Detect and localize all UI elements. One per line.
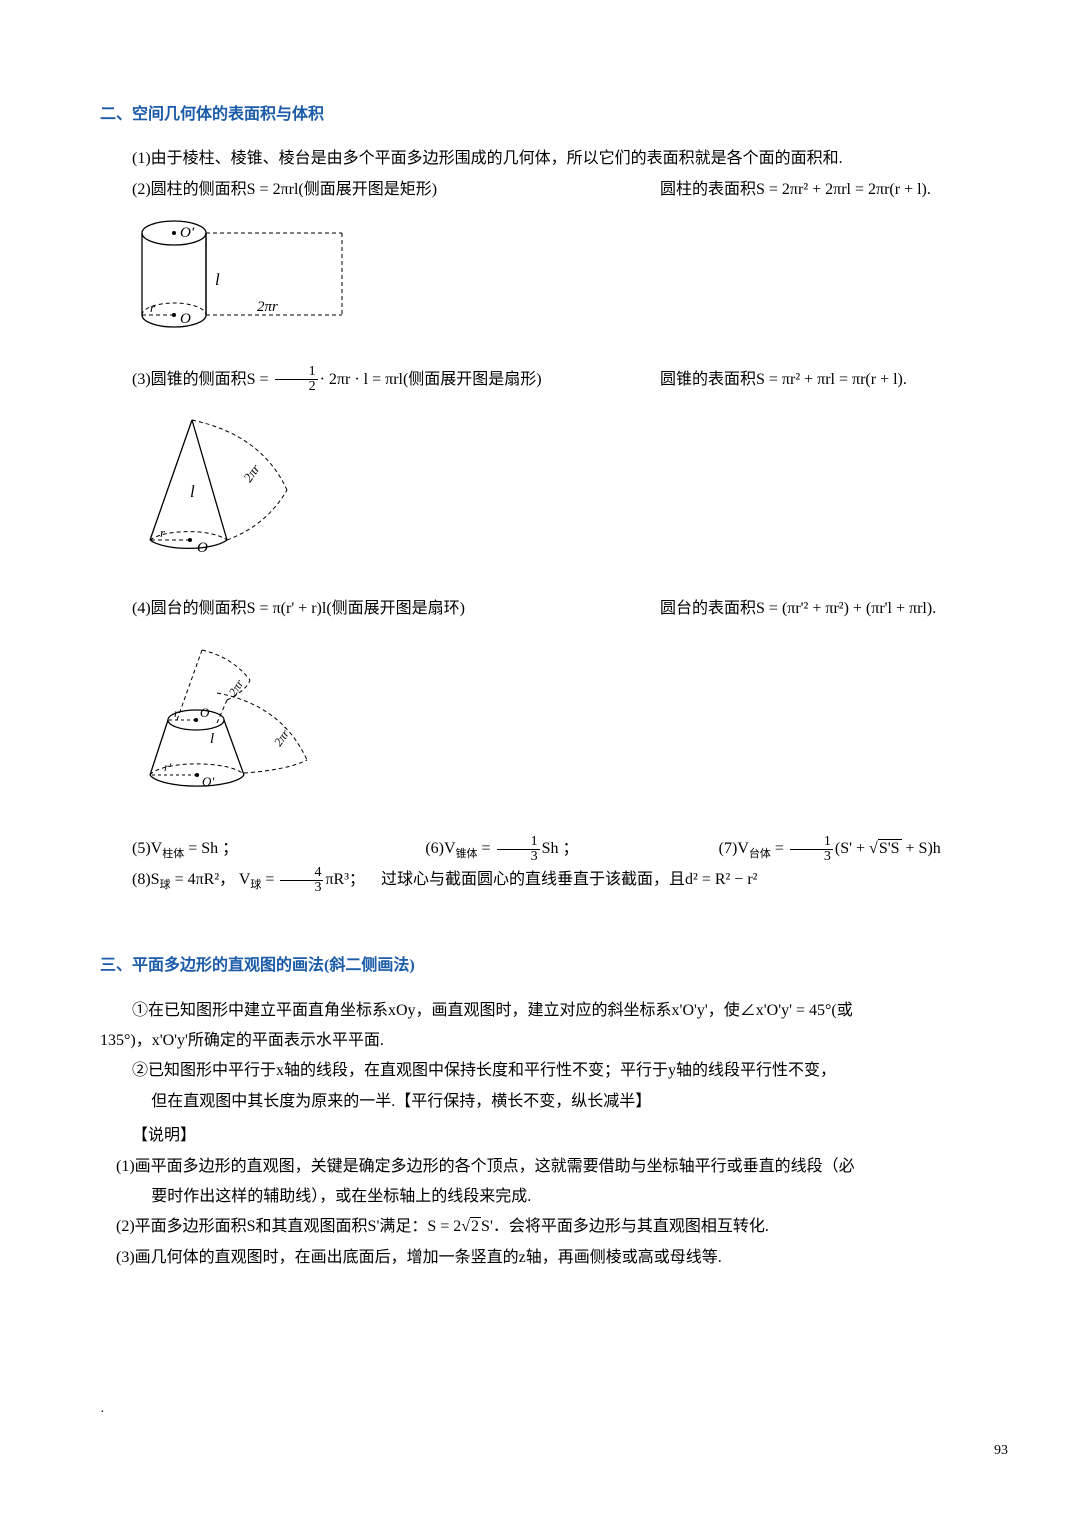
- line4-left: (4)圆台的侧面积S = π(r' + r)l(侧面展开图是扇环): [100, 594, 628, 624]
- cone-diagram: O r l 2πr: [132, 405, 980, 576]
- note2: (2)平面多边形面积S和其直观图面积S'满足：S = 22S'．会将平面多边形与…: [116, 1212, 980, 1242]
- frustum-diagram: O r l O' r' 2πr 2πr': [132, 635, 980, 816]
- d1-O: O: [180, 311, 191, 327]
- section2-p1b: 135°)，x'O'y'所确定的平面表示水平平面.: [100, 1026, 980, 1056]
- line4-right: 圆台的表面积S = (πr'² + πr²) + (πr'l + πrl).: [628, 594, 980, 624]
- d2-O: O: [197, 540, 208, 556]
- page-number: 93: [994, 1438, 1008, 1465]
- d3-Oprime: O': [202, 774, 214, 789]
- d3-O: O: [200, 705, 210, 720]
- line2-left: (2)圆柱的侧面积S = 2πrl(侧面展开图是矩形): [100, 175, 628, 205]
- heading2-text: 平面多边形的直观图的画法(斜二侧画法): [132, 957, 415, 974]
- line3-left: (3)圆锥的侧面积S = 12· 2πr · l = πrl(侧面展开图是扇形): [100, 365, 628, 395]
- d3-2pir-bot: 2πr': [271, 724, 294, 748]
- d3-2pir-top: 2πr: [226, 676, 247, 698]
- section1-line4: (4)圆台的侧面积S = π(r' + r)l(侧面展开图是扇环) 圆台的表面积…: [100, 594, 980, 624]
- vol-frustum: (7)V台体 = 13(S' + S'S + S)h: [687, 834, 980, 865]
- d2-l: l: [190, 482, 195, 501]
- d3-r2: r': [164, 760, 172, 774]
- d2-r: r: [160, 525, 166, 540]
- heading-text: 空间几何体的表面积与体积: [132, 106, 324, 123]
- section1-line5: (5)V柱体 = Sh ； (6)V锥体 = 13Sh ； (7)V台体 = 1…: [100, 834, 980, 865]
- d3-r: r: [174, 706, 179, 720]
- dot-lead: ·: [100, 1400, 105, 1427]
- cylinder-diagram: O' l 2πr O r: [132, 215, 980, 346]
- section1-line3: (3)圆锥的侧面积S = 12· 2πr · l = πrl(侧面展开图是扇形)…: [100, 365, 980, 395]
- note1b: 要时作出这样的辅助线），或在坐标轴上的线段来完成.: [100, 1182, 980, 1212]
- section2-p1a: ①在已知图形中建立平面直角坐标系xOy，画直观图时，建立对应的斜坐标系x'O'y…: [100, 996, 980, 1026]
- d1-2pir: 2πr: [257, 299, 278, 315]
- vol-prism: (5)V柱体 = Sh ；: [100, 834, 393, 865]
- section2-p2a: ②已知图形中平行于x轴的线段，在直观图中保持长度和平行性不变；平行于y轴的线段平…: [100, 1056, 980, 1086]
- d1-l: l: [215, 270, 220, 289]
- section2-heading: 三、平面多边形的直观图的画法(斜二侧画法): [100, 951, 980, 981]
- d1-r: r: [150, 300, 156, 315]
- section2-p2b: 但在直观图中其长度为原来的一半.【平行保持，横长不变，纵长减半】: [100, 1087, 980, 1117]
- note1a: (1)画平面多边形的直观图，关键是确定多边形的各个顶点，这就需要借助与坐标轴平行…: [116, 1152, 980, 1182]
- section1-line2: (2)圆柱的侧面积S = 2πrl(侧面展开图是矩形) 圆柱的表面积S = 2π…: [100, 175, 980, 205]
- d3-l: l: [210, 731, 214, 747]
- section-oblique-drawing: 三、平面多边形的直观图的画法(斜二侧画法) ①在已知图形中建立平面直角坐标系xO…: [100, 951, 980, 1273]
- section1-line1: (1)由于棱柱、棱锥、棱台是由多个平面多边形围成的几何体，所以它们的表面积就是各…: [100, 144, 980, 174]
- line3-right: 圆锥的表面积S = πr² + πrl = πr(r + l).: [628, 365, 980, 395]
- note3: (3)画几何体的直观图时，在画出底面后，增加一条竖直的z轴，再画侧棱或高或母线等…: [116, 1243, 980, 1273]
- vol-cone: (6)V锥体 = 13Sh ；: [393, 834, 686, 865]
- heading-num: 二、: [100, 106, 132, 123]
- section1-line6: (8)S球 = 4πR²， V球 = 43πR³； 过球心与截面圆心的直线垂直于…: [100, 865, 980, 896]
- notes-block: 【说明】 (1)画平面多边形的直观图，关键是确定多边形的各个顶点，这就需要借助与…: [100, 1121, 980, 1273]
- d2-2pir: 2πr: [240, 460, 263, 484]
- heading2-num: 三、: [100, 957, 132, 974]
- line2-right: 圆柱的表面积S = 2πr² + 2πrl = 2πr(r + l).: [628, 175, 980, 205]
- note-label: 【说明】: [100, 1121, 980, 1151]
- section-spatial-solids: 二、空间几何体的表面积与体积 (1)由于棱柱、棱锥、棱台是由多个平面多边形围成的…: [100, 100, 980, 896]
- section1-heading: 二、空间几何体的表面积与体积: [100, 100, 980, 130]
- d1-O-prime: O': [180, 225, 195, 241]
